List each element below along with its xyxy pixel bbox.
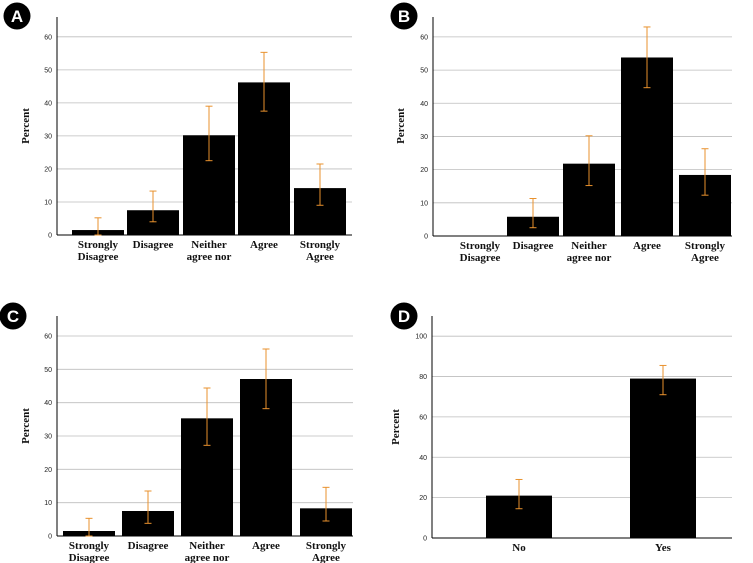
y-axis-label: Percent bbox=[20, 108, 32, 144]
x-category-label: Agree bbox=[691, 252, 719, 264]
y-tick-label: 20 bbox=[420, 167, 428, 174]
error-bar bbox=[515, 478, 523, 510]
error-bar bbox=[260, 51, 268, 112]
panel-badge-circle bbox=[0, 302, 27, 330]
error-bar bbox=[94, 217, 102, 236]
chart-panel-d: 0 20 40 60 80 100 Percent No Yes D bbox=[390, 302, 732, 554]
y-axis-label: Percent bbox=[390, 409, 402, 445]
panel-badge-circle bbox=[390, 2, 418, 30]
panel-badge-letter: C bbox=[7, 307, 19, 326]
x-category-label: Strongly bbox=[300, 239, 341, 251]
chart-panel-a: 0102030405060PercentStronglyDisagreeDisa… bbox=[3, 2, 352, 263]
y-tick-label: 30 bbox=[420, 134, 428, 141]
y-axis-label: Percent bbox=[20, 408, 32, 444]
x-category-label: Agree bbox=[306, 251, 334, 263]
error-bar bbox=[149, 190, 157, 223]
y-tick-label: 100 bbox=[415, 334, 427, 341]
y-tick-label: 50 bbox=[44, 367, 52, 374]
error-bar bbox=[144, 490, 152, 524]
y-tick-label: 30 bbox=[44, 133, 52, 140]
y-tick-label: 0 bbox=[48, 233, 52, 240]
x-category-label: Strongly bbox=[306, 540, 347, 552]
x-category-label: No bbox=[512, 542, 526, 554]
panel-badge: A bbox=[3, 2, 31, 30]
x-category-label: agree nor bbox=[187, 251, 232, 263]
y-tick-label: 40 bbox=[44, 100, 52, 107]
y-tick-label: 0 bbox=[423, 536, 427, 543]
x-category-label: Disagree bbox=[78, 251, 119, 263]
y-tick-label: 50 bbox=[44, 67, 52, 74]
x-category-label: Disagree bbox=[513, 240, 554, 252]
x-category-label: Neither bbox=[191, 239, 227, 251]
y-tick-label: 30 bbox=[44, 434, 52, 441]
panel-badge: C bbox=[0, 302, 27, 330]
y-tick-label: 10 bbox=[44, 199, 52, 206]
x-category-label: Agree bbox=[250, 239, 278, 251]
error-bar bbox=[203, 387, 211, 446]
y-tick-label: 10 bbox=[420, 200, 428, 207]
y-tick-label: 60 bbox=[44, 34, 52, 41]
error-bar bbox=[659, 364, 667, 396]
error-bar bbox=[701, 148, 709, 196]
x-category-label: Agree bbox=[252, 540, 280, 552]
chart-panel-b: 0102030405060PercentStronglyDisagreeDisa… bbox=[390, 2, 732, 264]
panel-badge-circle bbox=[3, 2, 31, 30]
y-tick-label: 40 bbox=[44, 400, 52, 407]
x-category-label: agree nor bbox=[185, 552, 230, 563]
x-category-label: Neither bbox=[189, 540, 225, 552]
panel-badge-letter: D bbox=[398, 307, 410, 326]
y-tick-label: 40 bbox=[420, 101, 428, 108]
y-tick-label: 20 bbox=[44, 166, 52, 173]
y-tick-label: 40 bbox=[419, 455, 427, 462]
error-bar bbox=[205, 105, 213, 162]
y-tick-label: 20 bbox=[419, 495, 427, 502]
y-tick-label: 60 bbox=[419, 414, 427, 421]
error-bar bbox=[585, 135, 593, 187]
y-tick-label: 80 bbox=[419, 374, 427, 381]
x-category-label: Agree bbox=[312, 552, 340, 563]
error-bar bbox=[643, 26, 651, 89]
y-tick-label: 50 bbox=[420, 68, 428, 75]
x-category-label: Strongly bbox=[78, 239, 119, 251]
panel-badge-letter: B bbox=[398, 7, 410, 26]
x-category-label: agree nor bbox=[567, 252, 612, 264]
panel-badge-circle bbox=[390, 302, 418, 330]
error-bar bbox=[529, 198, 537, 229]
y-tick-label: 20 bbox=[44, 467, 52, 474]
x-category-label: Disagree bbox=[460, 252, 501, 264]
x-category-label: Disagree bbox=[128, 540, 169, 552]
error-bar bbox=[262, 348, 270, 410]
x-category-label: Yes bbox=[655, 542, 672, 554]
error-bar bbox=[322, 486, 330, 522]
x-category-label: Disagree bbox=[133, 239, 174, 251]
x-category-label: Neither bbox=[571, 240, 607, 252]
x-category-label: Agree bbox=[633, 240, 661, 252]
y-tick-label: 10 bbox=[44, 500, 52, 507]
error-bar bbox=[85, 517, 93, 537]
y-tick-label: 60 bbox=[44, 334, 52, 341]
y-tick-label: 60 bbox=[420, 34, 428, 41]
x-category-label: Strongly bbox=[460, 240, 501, 252]
x-category-label: Strongly bbox=[685, 240, 726, 252]
error-bar bbox=[316, 163, 324, 206]
x-category-label: Strongly bbox=[69, 540, 110, 552]
y-tick-label: 0 bbox=[424, 234, 428, 241]
panel-badge: D bbox=[390, 302, 418, 330]
chart-panel-c: 0102030405060PercentStronglyDisagreeDisa… bbox=[0, 302, 353, 563]
y-tick-label: 0 bbox=[48, 534, 52, 541]
panel-badge: B bbox=[390, 2, 418, 30]
panel-badge-letter: A bbox=[11, 7, 23, 26]
y-axis-label: Percent bbox=[395, 108, 407, 144]
x-category-label: Disagree bbox=[69, 552, 110, 563]
bar bbox=[630, 378, 696, 538]
